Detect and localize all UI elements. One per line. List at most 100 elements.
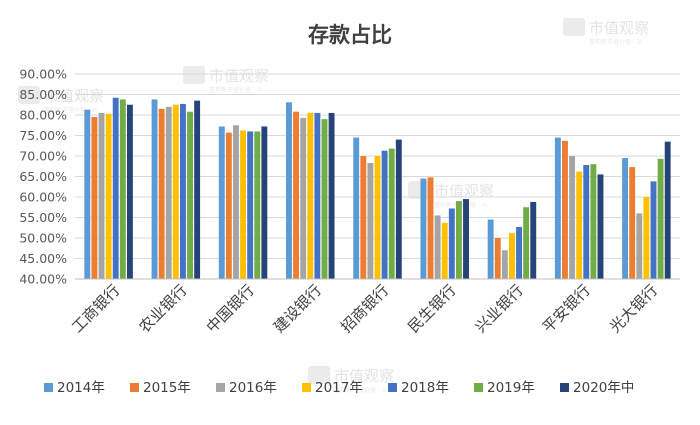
bar (629, 167, 636, 279)
bar (307, 112, 314, 279)
watermark-text: 市值观察 (209, 67, 269, 85)
bar (84, 109, 91, 279)
bar (381, 150, 388, 279)
bar (643, 197, 650, 279)
watermark-text: 市值观察 (334, 367, 394, 385)
x-tick-label: 工商银行 (68, 281, 123, 336)
bar (576, 171, 583, 279)
watermark-subtext: 重构新市值价值 · 从 (589, 38, 643, 46)
legend-item: 2020年中 (560, 380, 634, 396)
bar (165, 106, 172, 279)
bar (650, 181, 657, 279)
x-tick-label: 民生银行 (404, 281, 459, 336)
bar (636, 213, 643, 279)
bar (463, 199, 469, 279)
bar (300, 117, 307, 280)
bar (194, 100, 201, 280)
bar (314, 112, 321, 279)
y-tick-label: 75.00% (19, 128, 67, 143)
bar (321, 119, 328, 279)
watermark-text: 市值观察 (44, 87, 104, 105)
legend-swatch (302, 383, 311, 392)
x-tick-label: 光大银行 (606, 281, 661, 336)
bar (554, 137, 561, 279)
bar (254, 131, 261, 279)
watermark-subtext: 重构新市值价值 · 从 (44, 106, 98, 114)
legend-label: 2015年 (143, 380, 191, 396)
bar (434, 215, 441, 279)
bar (91, 117, 98, 279)
bar (247, 131, 254, 279)
bar (508, 233, 515, 279)
y-tick-label: 80.00% (19, 108, 67, 123)
x-tick-label: 农业银行 (135, 281, 190, 336)
watermark-text: 市值观察 (434, 182, 494, 200)
bar (98, 112, 105, 279)
legend-item: 2016年 (216, 380, 277, 396)
bar (448, 208, 455, 279)
legend-swatch (44, 383, 53, 392)
bars (84, 97, 671, 280)
x-tick-label: 平安银行 (539, 281, 594, 336)
bar (158, 108, 165, 279)
watermark-text: 市值观察 (589, 19, 649, 37)
legend-item: 2018年 (388, 380, 449, 396)
bar (367, 162, 374, 279)
x-axis-ticks: 工商银行 农业银行 中国银行 建设银行 招商银行 民生银行 兴业银行 平安银行 光大银行 (68, 281, 661, 336)
y-tick-label: 55.00% (19, 210, 67, 225)
legend-item: 2017年 (302, 380, 363, 396)
bar (395, 139, 402, 279)
bar (240, 130, 247, 279)
bar (562, 140, 568, 279)
legend-label: 2020年中 (573, 380, 634, 396)
y-tick-label: 40.00% (19, 272, 67, 287)
legend-swatch (388, 383, 397, 392)
bar (172, 104, 179, 279)
bar (622, 158, 629, 279)
bar (388, 148, 395, 279)
legend: 2014年 2015年 2016年 2017年 2018年 2019年 2020年中 (44, 380, 634, 396)
bar (427, 177, 434, 279)
y-tick-label: 70.00% (19, 149, 67, 164)
watermark-subtext: 重构新市值价值 · 从 (209, 86, 263, 94)
bar (233, 125, 239, 279)
bar (530, 201, 537, 279)
bar (374, 156, 381, 279)
bar (187, 111, 193, 279)
bar (353, 137, 360, 279)
y-tick-label: 85.00% (19, 87, 67, 102)
y-tick-label: 90.00% (19, 67, 67, 82)
legend-item: 2015年 (130, 380, 191, 396)
bar (225, 132, 232, 279)
y-tick-label: 65.00% (19, 169, 67, 184)
bar (286, 102, 292, 279)
bar (590, 164, 597, 279)
legend-label: 2014年 (57, 380, 105, 396)
bar (112, 97, 119, 279)
bar (569, 156, 576, 279)
bar (523, 207, 530, 279)
bar (494, 238, 501, 279)
bar (583, 165, 590, 279)
bar (420, 178, 427, 279)
legend-label: 2018年 (401, 380, 449, 396)
legend-label: 2016年 (229, 380, 277, 396)
legend-swatch (474, 383, 483, 392)
bar (105, 113, 112, 280)
bar (455, 201, 462, 279)
x-tick-label: 兴业银行 (472, 281, 527, 336)
bar (328, 112, 335, 279)
bar (293, 111, 300, 279)
bar (151, 99, 158, 279)
bar (441, 222, 448, 279)
y-tick-label: 60.00% (19, 190, 67, 205)
bar (261, 126, 268, 279)
legend-item: 2014年 (44, 380, 105, 396)
x-tick-label: 中国银行 (203, 281, 258, 336)
y-tick-label: 50.00% (19, 231, 67, 246)
